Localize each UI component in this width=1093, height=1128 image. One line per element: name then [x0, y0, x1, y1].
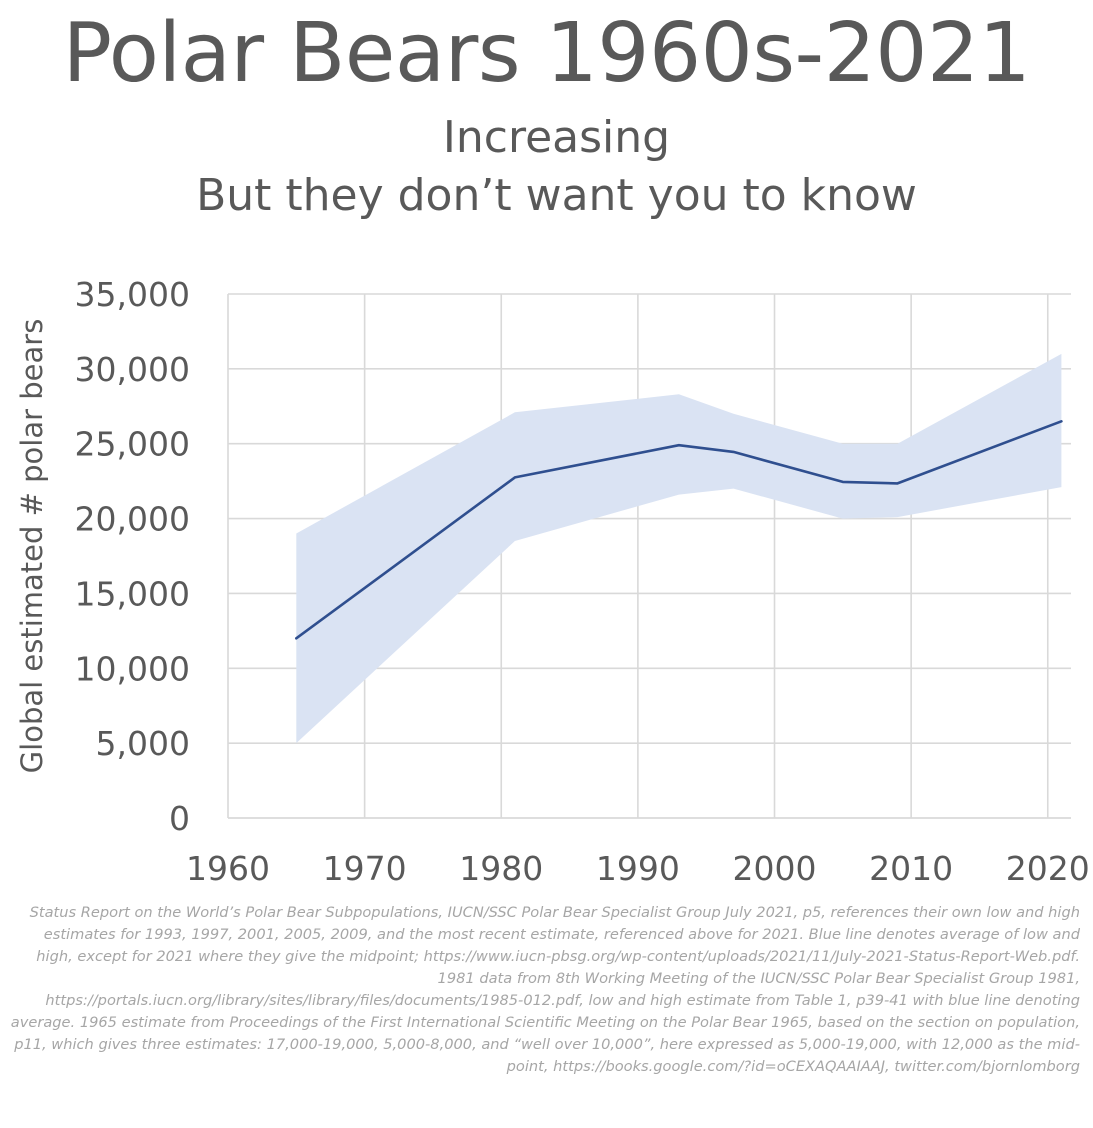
y-tick-label: 5,000 [96, 724, 190, 763]
y-axis-title: Global estimated # polar bears [15, 319, 49, 774]
average-line-group [294, 419, 1063, 640]
y-tick-label: 25,000 [75, 425, 190, 464]
x-tick-label: 2000 [733, 849, 817, 888]
x-tick-label: 1970 [323, 849, 407, 888]
chart-subtitle-tagline: But they don’t want you to know [196, 170, 917, 221]
polar-bear-chart: 0 5,000 10,000 15,000 20,000 25,000 30,000 35,0… [15, 275, 1090, 888]
y-tick-label: 35,000 [75, 275, 190, 314]
y-tick-label: 15,000 [75, 574, 190, 613]
y-tick-labels: 0 5,000 10,000 15,000 20,000 25,000 30,000 35,0… [75, 275, 190, 838]
x-tick-label: 2020 [1006, 849, 1090, 888]
y-tick-label: 10,000 [75, 649, 190, 688]
x-tick-label: 2010 [869, 849, 953, 888]
source-note: Status Report on the World’s Polar Bear … [10, 904, 1080, 1075]
x-tick-label: 1990 [596, 849, 680, 888]
average-estimate-line [294, 419, 1063, 640]
chart-title: Polar Bears 1960s-2021 [62, 6, 1031, 101]
y-tick-label: 0 [169, 799, 190, 838]
x-tick-labels: 1960 1970 1980 1990 2000 2010 2020 [186, 849, 1090, 888]
chart-subtitle-increasing: Increasing [442, 112, 671, 163]
x-tick-label: 1960 [186, 849, 270, 888]
estimate-range-band [296, 353, 1062, 744]
y-tick-label: 20,000 [75, 500, 190, 539]
x-tick-label: 1980 [459, 849, 543, 888]
y-tick-label: 30,000 [75, 350, 190, 389]
estimate-range-band-group [296, 353, 1062, 744]
